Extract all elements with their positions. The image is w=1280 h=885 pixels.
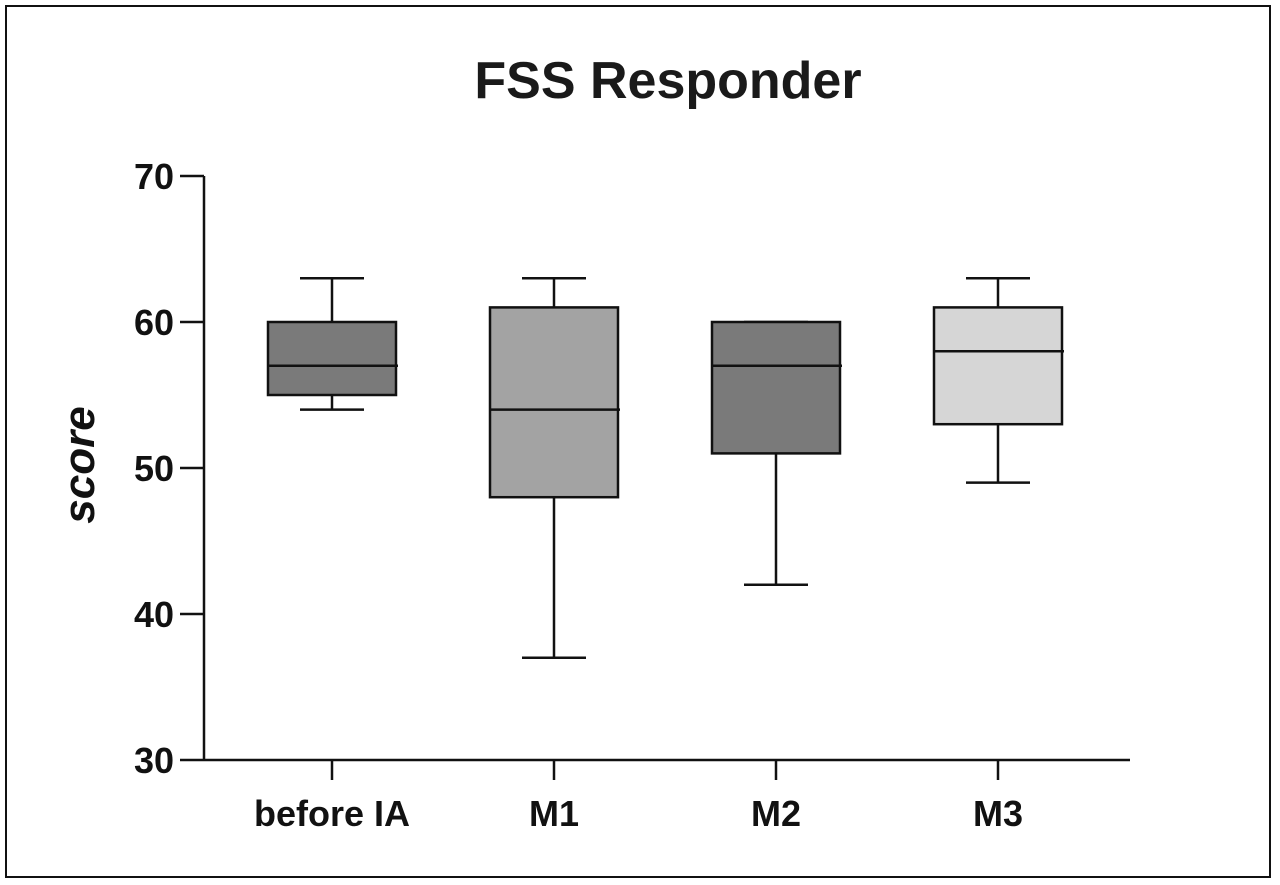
y-tick-label: 60 — [134, 302, 174, 343]
y-tick-label: 70 — [134, 156, 174, 197]
x-tick-label: M3 — [973, 793, 1023, 834]
boxes — [266, 276, 1064, 660]
y-tick-label: 30 — [134, 740, 174, 781]
y-tick-label: 40 — [134, 594, 174, 635]
x-tick-label: M1 — [529, 793, 579, 834]
tick-labels: 30 40 50 60 70 before IA M1 M2 M3 — [134, 156, 1023, 834]
box-before-ia — [266, 276, 398, 411]
axes — [180, 174, 1130, 780]
chart-title: FSS Responder — [474, 52, 861, 110]
box-m3 — [932, 276, 1064, 484]
box-m2 — [710, 320, 842, 587]
y-axis-label: score — [55, 406, 104, 523]
x-tick-label: M2 — [751, 793, 801, 834]
box-iqr — [488, 306, 620, 499]
box-m1 — [488, 276, 620, 660]
y-tick-label: 50 — [134, 448, 174, 489]
box-iqr — [266, 320, 398, 397]
x-tick-label: before IA — [254, 793, 410, 834]
box-iqr — [932, 306, 1064, 426]
box-iqr — [710, 320, 842, 455]
chart-frame — [5, 5, 1271, 878]
